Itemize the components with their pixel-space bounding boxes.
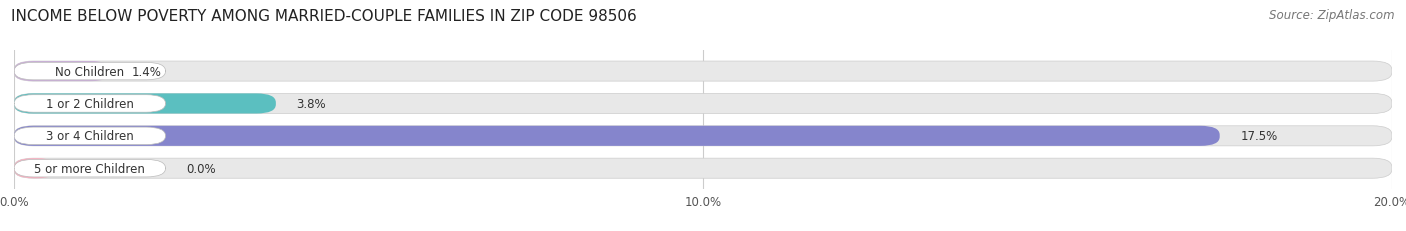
FancyBboxPatch shape xyxy=(14,62,1392,82)
Text: 3 or 4 Children: 3 or 4 Children xyxy=(46,130,134,143)
FancyBboxPatch shape xyxy=(14,62,111,82)
Text: No Children: No Children xyxy=(55,65,124,78)
Text: 3.8%: 3.8% xyxy=(297,97,326,110)
Text: 1.4%: 1.4% xyxy=(131,65,162,78)
FancyBboxPatch shape xyxy=(14,158,1392,179)
FancyBboxPatch shape xyxy=(14,126,1219,146)
Text: 1 or 2 Children: 1 or 2 Children xyxy=(46,97,134,110)
FancyBboxPatch shape xyxy=(14,95,166,113)
FancyBboxPatch shape xyxy=(14,160,166,177)
Text: 5 or more Children: 5 or more Children xyxy=(34,162,145,175)
Text: INCOME BELOW POVERTY AMONG MARRIED-COUPLE FAMILIES IN ZIP CODE 98506: INCOME BELOW POVERTY AMONG MARRIED-COUPL… xyxy=(11,9,637,24)
FancyBboxPatch shape xyxy=(14,158,56,179)
FancyBboxPatch shape xyxy=(14,63,166,80)
Text: Source: ZipAtlas.com: Source: ZipAtlas.com xyxy=(1270,9,1395,22)
FancyBboxPatch shape xyxy=(14,126,1392,146)
Text: 17.5%: 17.5% xyxy=(1240,130,1278,143)
Text: 0.0%: 0.0% xyxy=(186,162,217,175)
FancyBboxPatch shape xyxy=(14,94,276,114)
FancyBboxPatch shape xyxy=(14,128,166,145)
FancyBboxPatch shape xyxy=(14,94,1392,114)
